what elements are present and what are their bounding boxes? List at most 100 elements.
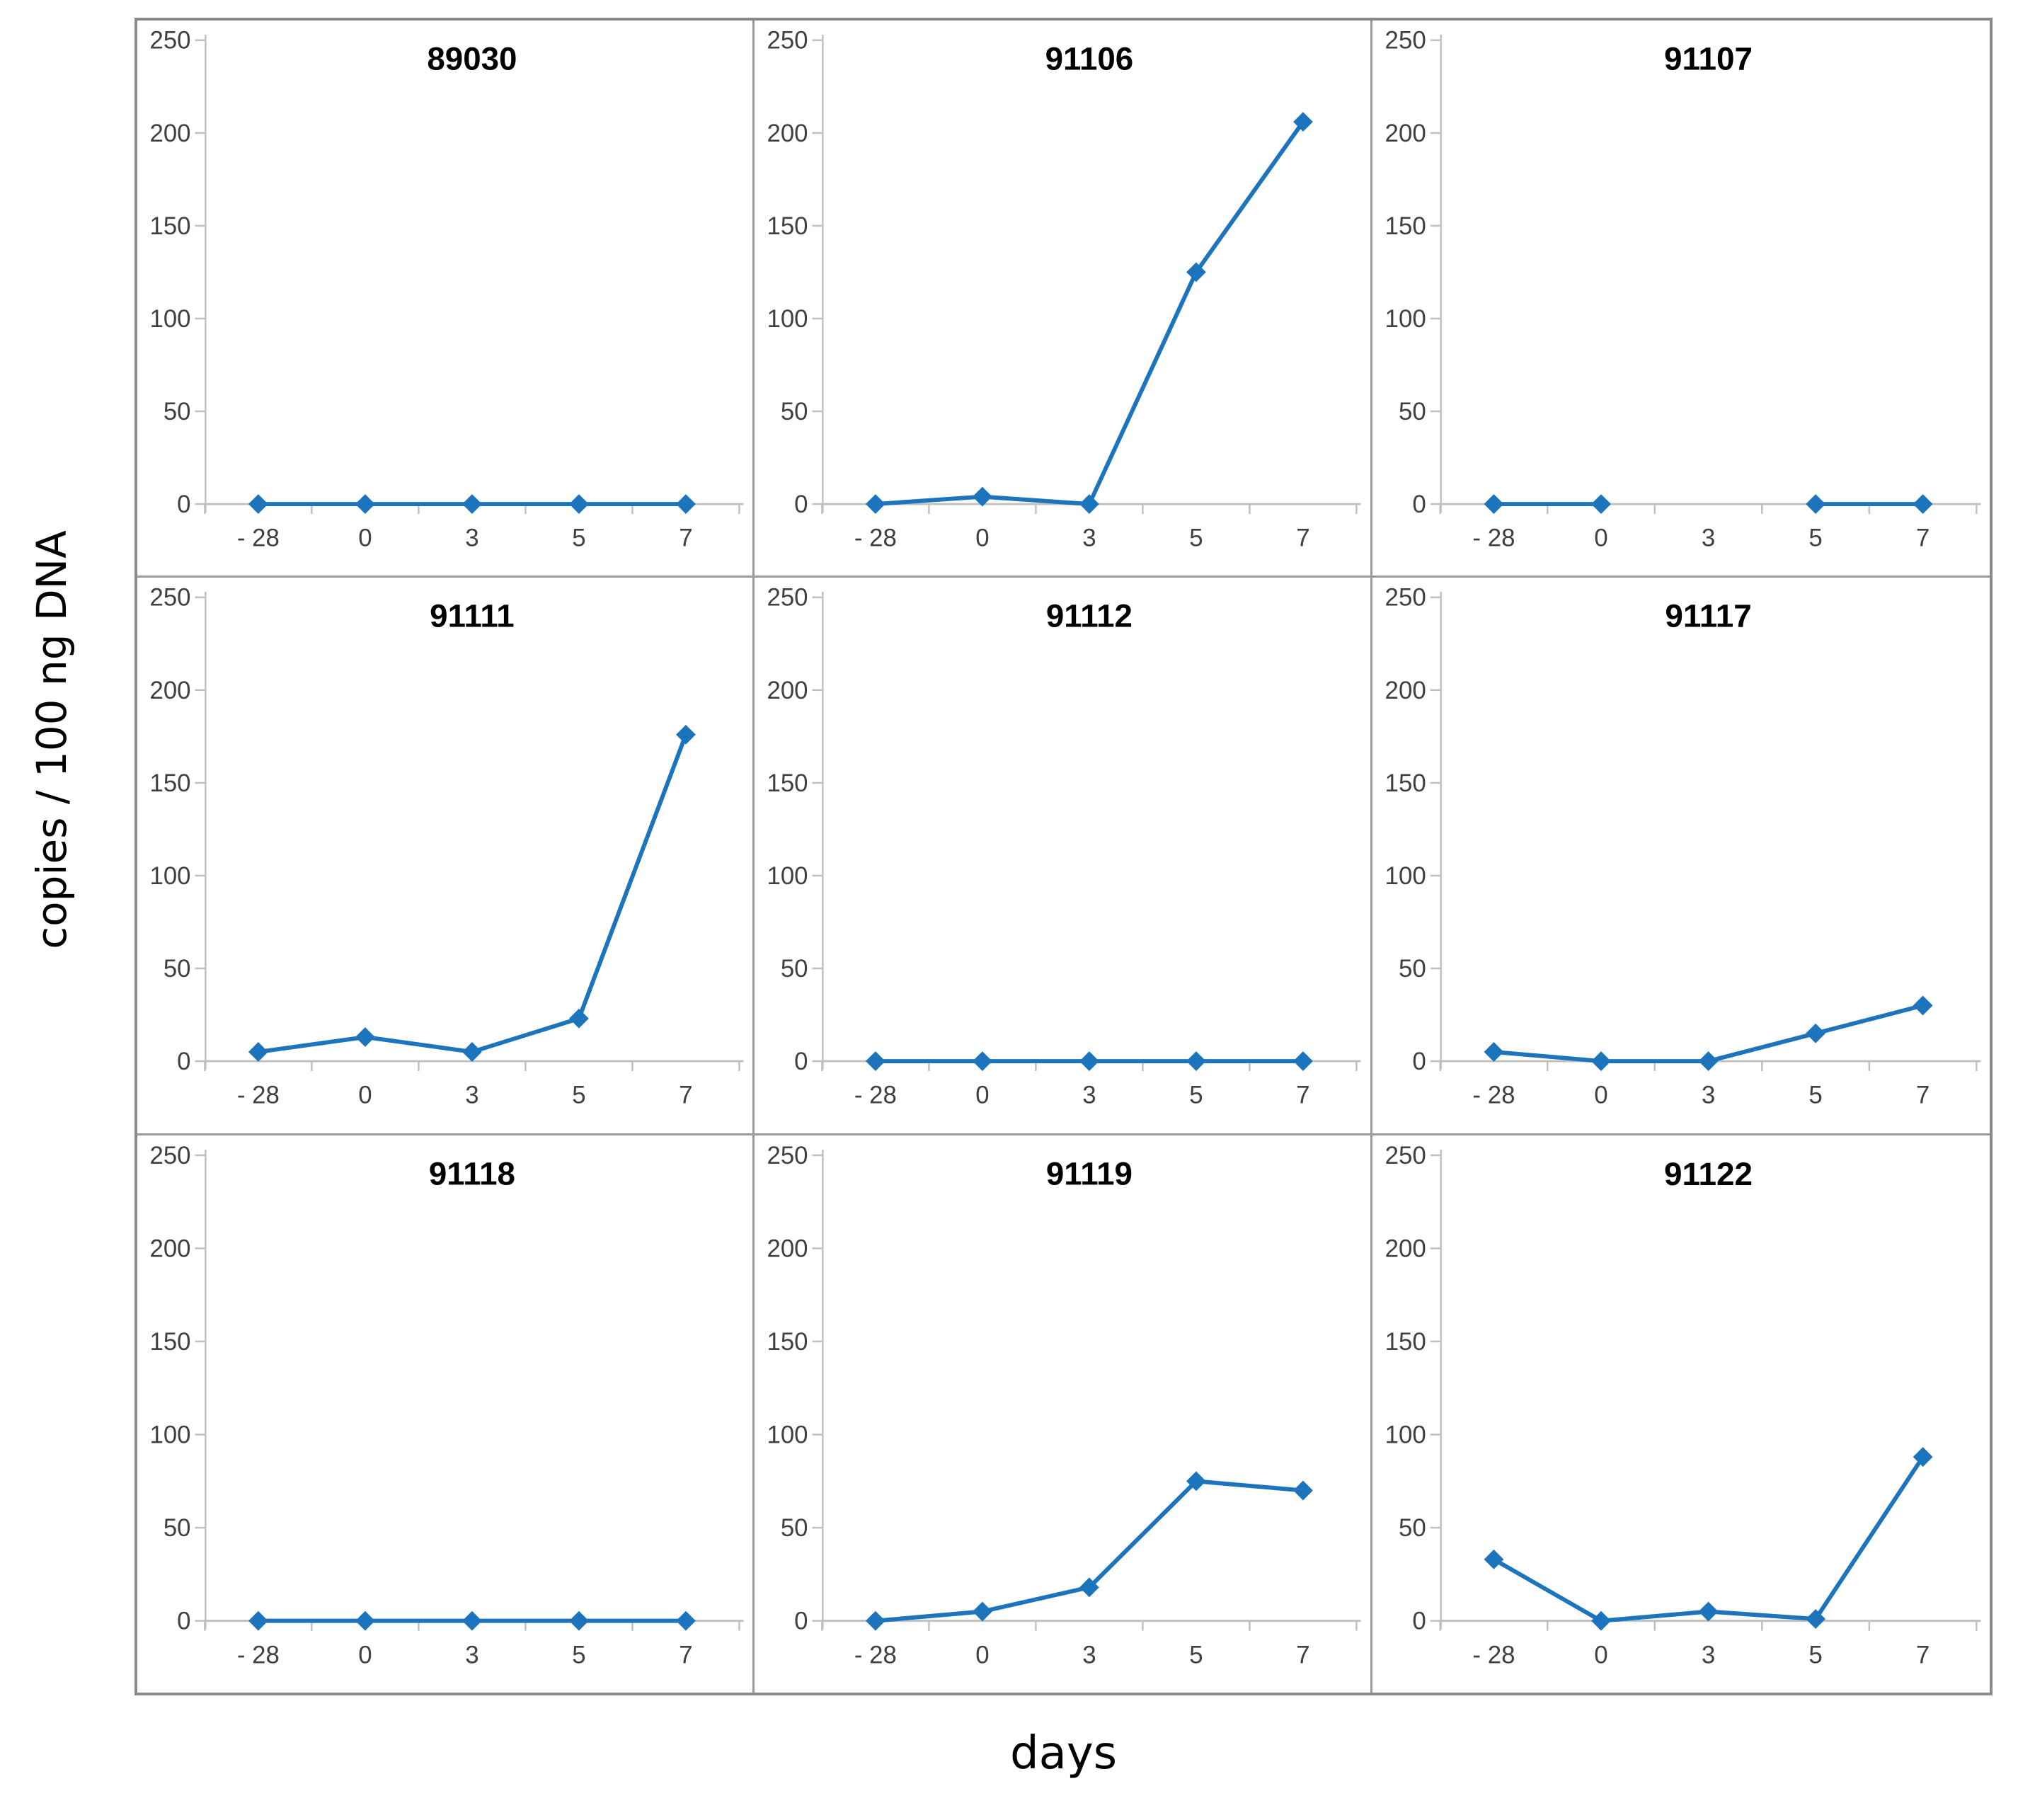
svg-text:5: 5 bbox=[1808, 1641, 1822, 1669]
svg-text:0: 0 bbox=[358, 1641, 372, 1669]
svg-text:5: 5 bbox=[1190, 525, 1203, 552]
svg-text:150: 150 bbox=[1384, 1328, 1426, 1356]
chart-panel-91118: 0 50 100 150 200 250 - 28 0 3 5 7 91118 bbox=[137, 1135, 755, 1693]
svg-text:200: 200 bbox=[150, 1235, 191, 1262]
svg-text:150: 150 bbox=[150, 770, 191, 797]
svg-text:91107: 91107 bbox=[1664, 41, 1753, 77]
svg-text:0: 0 bbox=[177, 491, 190, 518]
svg-text:50: 50 bbox=[781, 956, 808, 983]
chart-svg-91117: 0 50 100 150 200 250 - 28 0 3 5 7 91117 bbox=[1384, 584, 1981, 1109]
svg-text:0: 0 bbox=[1412, 1048, 1426, 1075]
svg-text:5: 5 bbox=[1190, 1082, 1203, 1109]
svg-text:50: 50 bbox=[164, 1514, 191, 1542]
svg-text:200: 200 bbox=[1384, 120, 1426, 147]
svg-text:100: 100 bbox=[1384, 305, 1426, 333]
svg-text:50: 50 bbox=[1399, 398, 1426, 425]
svg-text:7: 7 bbox=[1916, 525, 1930, 552]
chart-svg-91106: 0 50 100 150 200 250 - 28 0 3 5 7 91106 bbox=[767, 28, 1361, 552]
chart-svg-91119: 0 50 100 150 200 250 - 28 0 3 5 7 91119 bbox=[767, 1141, 1361, 1669]
chart-svg-89030: 0 50 100 150 200 250 - 28 0 3 5 7 89030 bbox=[150, 28, 744, 552]
svg-text:- 28: - 28 bbox=[854, 525, 897, 552]
svg-text:91122: 91122 bbox=[1664, 1155, 1753, 1191]
svg-text:150: 150 bbox=[150, 1328, 191, 1356]
svg-text:0: 0 bbox=[358, 1082, 372, 1109]
svg-text:91106: 91106 bbox=[1045, 41, 1134, 77]
svg-text:250: 250 bbox=[1384, 27, 1426, 55]
svg-text:0: 0 bbox=[1594, 1641, 1607, 1669]
svg-text:3: 3 bbox=[1083, 1082, 1096, 1109]
svg-text:200: 200 bbox=[150, 677, 191, 704]
svg-text:100: 100 bbox=[150, 306, 191, 333]
svg-text:5: 5 bbox=[1808, 525, 1822, 552]
svg-text:150: 150 bbox=[150, 213, 191, 240]
svg-text:50: 50 bbox=[1399, 1514, 1426, 1542]
svg-text:7: 7 bbox=[679, 525, 692, 552]
svg-text:3: 3 bbox=[1701, 1641, 1714, 1669]
chart-panel-91122: 0 50 100 150 200 250 - 28 0 3 5 7 91122 bbox=[1372, 1135, 1990, 1693]
svg-text:7: 7 bbox=[1297, 1082, 1310, 1109]
svg-text:3: 3 bbox=[1701, 525, 1714, 552]
svg-text:- 28: - 28 bbox=[1472, 525, 1515, 552]
chart-svg-91107: 0 50 100 150 200 250 - 28 0 3 5 7 91107 bbox=[1384, 27, 1981, 552]
svg-text:- 28: - 28 bbox=[237, 1641, 280, 1669]
svg-text:5: 5 bbox=[572, 1082, 585, 1109]
svg-text:250: 250 bbox=[150, 585, 191, 612]
svg-text:0: 0 bbox=[1412, 1607, 1426, 1635]
chart-panel-91112: 0 50 100 150 200 250 - 28 0 3 5 7 91112 bbox=[755, 578, 1372, 1135]
svg-text:0: 0 bbox=[976, 525, 990, 552]
svg-text:200: 200 bbox=[1384, 677, 1426, 704]
svg-text:3: 3 bbox=[465, 1641, 478, 1669]
svg-text:- 28: - 28 bbox=[1472, 1082, 1515, 1109]
svg-text:100: 100 bbox=[1384, 1421, 1426, 1448]
svg-text:3: 3 bbox=[465, 1082, 478, 1109]
svg-text:0: 0 bbox=[177, 1048, 190, 1075]
svg-text:- 28: - 28 bbox=[237, 525, 280, 552]
svg-text:5: 5 bbox=[572, 525, 585, 552]
svg-text:7: 7 bbox=[679, 1082, 692, 1109]
svg-text:50: 50 bbox=[781, 1514, 808, 1542]
svg-text:100: 100 bbox=[767, 306, 808, 333]
chart-panel-91111: 0 50 100 150 200 250 - 28 0 3 5 7 91111 bbox=[137, 578, 755, 1135]
svg-text:250: 250 bbox=[767, 1141, 808, 1169]
svg-text:0: 0 bbox=[1594, 525, 1607, 552]
svg-text:3: 3 bbox=[1701, 1082, 1714, 1109]
svg-text:5: 5 bbox=[1808, 1082, 1822, 1109]
svg-text:0: 0 bbox=[177, 1607, 190, 1635]
svg-text:89030: 89030 bbox=[427, 41, 517, 77]
svg-text:50: 50 bbox=[164, 399, 191, 425]
svg-text:0: 0 bbox=[358, 525, 372, 552]
svg-text:250: 250 bbox=[1384, 1142, 1426, 1169]
svg-text:- 28: - 28 bbox=[1472, 1641, 1515, 1669]
svg-text:100: 100 bbox=[767, 1421, 808, 1448]
svg-text:0: 0 bbox=[1594, 1082, 1607, 1109]
svg-text:3: 3 bbox=[465, 525, 478, 552]
svg-text:91119: 91119 bbox=[1046, 1155, 1133, 1191]
svg-text:- 28: - 28 bbox=[854, 1082, 897, 1109]
svg-text:50: 50 bbox=[1399, 955, 1426, 983]
svg-text:0: 0 bbox=[795, 491, 808, 518]
svg-text:50: 50 bbox=[781, 399, 808, 425]
chart-panel-91117: 0 50 100 150 200 250 - 28 0 3 5 7 91117 bbox=[1372, 578, 1990, 1135]
chart-svg-91118: 0 50 100 150 200 250 - 28 0 3 5 7 91118 bbox=[150, 1141, 744, 1669]
svg-text:0: 0 bbox=[976, 1641, 990, 1669]
svg-text:200: 200 bbox=[150, 120, 191, 147]
svg-text:7: 7 bbox=[679, 1641, 692, 1669]
svg-text:91112: 91112 bbox=[1046, 598, 1133, 634]
svg-text:200: 200 bbox=[767, 1235, 808, 1262]
svg-text:50: 50 bbox=[164, 956, 191, 983]
svg-text:3: 3 bbox=[1083, 525, 1096, 552]
chart-svg-91112: 0 50 100 150 200 250 - 28 0 3 5 7 91112 bbox=[767, 585, 1361, 1109]
svg-text:250: 250 bbox=[767, 585, 808, 612]
svg-text:5: 5 bbox=[572, 1641, 585, 1669]
svg-text:7: 7 bbox=[1297, 1641, 1310, 1669]
svg-text:250: 250 bbox=[1384, 584, 1426, 612]
svg-text:250: 250 bbox=[767, 28, 808, 55]
svg-text:91111: 91111 bbox=[430, 598, 514, 634]
svg-text:0: 0 bbox=[976, 1082, 990, 1109]
svg-text:7: 7 bbox=[1297, 525, 1310, 552]
chart-grid: 0 50 100 150 200 250- 28 0 3 5 7 89030 0 50 100 150 200… bbox=[134, 18, 1993, 1695]
svg-text:91118: 91118 bbox=[429, 1155, 515, 1191]
svg-text:91117: 91117 bbox=[1665, 598, 1751, 634]
chart-panel-91119: 0 50 100 150 200 250 - 28 0 3 5 7 91119 bbox=[755, 1135, 1372, 1693]
